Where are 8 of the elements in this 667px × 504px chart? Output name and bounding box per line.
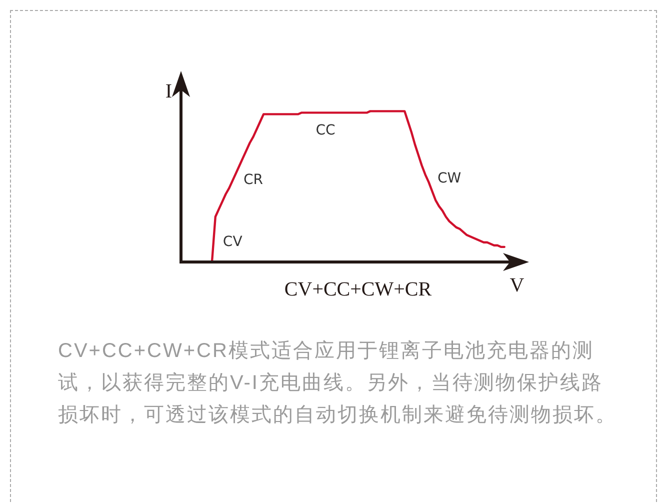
annotation: CR [243, 172, 264, 188]
annotation: CW [438, 170, 462, 187]
text: CV+CC+CW+CR模式适合应用于锂离子电池充电器的测试，以获得完整的V-I充电曲线。另外，当待测物保护线路损坏时，可透过该模式的自动切换机制来避免待测物损坏。 [58, 339, 618, 428]
y-axis-title: I [165, 80, 172, 102]
text: CV+CC+CW+CR [284, 278, 432, 300]
annotation: CV [222, 234, 243, 250]
x-axis-title: V [510, 274, 525, 296]
annotation: CC [316, 122, 336, 138]
